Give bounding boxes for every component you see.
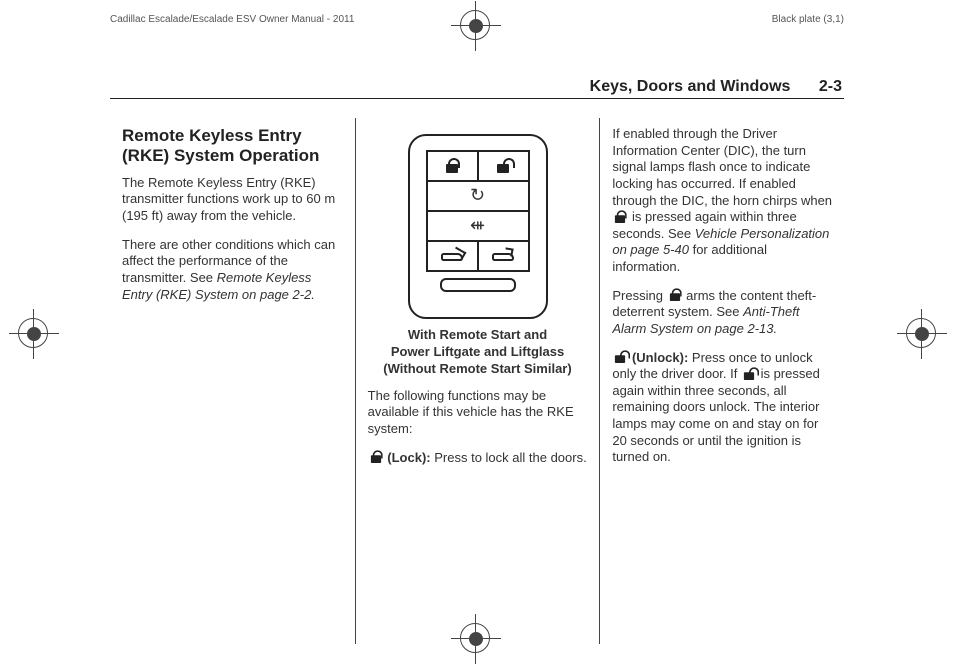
lock-icon: [445, 159, 459, 173]
lock-icon: [614, 211, 626, 223]
remote-btn-unlock: [477, 152, 528, 180]
column-2: ↻ ⇺ With Remote Start and Power Liftgate…: [355, 118, 600, 644]
crop-mark-top: [460, 10, 490, 45]
unlock-icon: [614, 351, 626, 363]
col3-p1-pre: If enabled through the Driver Informatio…: [612, 126, 832, 208]
col1-p1: The Remote Keyless Entry (RKE) transmitt…: [122, 175, 343, 225]
liftglass-icon: [492, 249, 514, 263]
col1-p2: There are other conditions which can aff…: [122, 237, 343, 304]
remote-bottom-slot: [440, 278, 516, 292]
content-area: Remote Keyless Entry (RKE) System Operat…: [110, 118, 844, 644]
crop-mark-left: [18, 318, 48, 353]
unlock-icon: [496, 159, 510, 173]
remote-figure: ↻ ⇺: [408, 134, 548, 319]
lock-label: (Lock):: [384, 450, 431, 465]
column-3: If enabled through the Driver Informatio…: [599, 118, 844, 644]
page-number: 2-3: [819, 78, 842, 95]
unlock-label: (Unlock):: [628, 350, 688, 365]
remote-row-1: [426, 150, 530, 182]
caption-l2: Power Liftgate and Liftglass: [368, 344, 588, 361]
crop-mark-right: [906, 318, 936, 353]
caption-l3: (Without Remote Start Similar): [368, 361, 588, 378]
lock-text: Press to lock all the doors.: [431, 450, 587, 465]
remote-row-3: ⇺: [426, 210, 530, 242]
column-1: Remote Keyless Entry (RKE) System Operat…: [110, 118, 355, 644]
plate-label: Black plate (3,1): [772, 14, 844, 25]
lock-icon: [669, 289, 681, 301]
figure-caption: With Remote Start and Power Liftgate and…: [368, 327, 588, 378]
panic-icon: ⇺: [470, 214, 485, 237]
section-title: Remote Keyless Entry (RKE) System Operat…: [122, 126, 343, 167]
liftgate-icon: [441, 249, 463, 263]
remote-row-4: [426, 240, 530, 272]
col3-p2: Pressing arms the content theft-deterren…: [612, 288, 832, 338]
manual-title: Cadillac Escalade/Escalade ESV Owner Man…: [110, 14, 354, 25]
remote-btn-panic: ⇺: [428, 212, 528, 240]
remote-btn-liftgate: [428, 242, 477, 270]
col2-lock: (Lock): Press to lock all the doors.: [368, 450, 588, 467]
remote-btn-lock: [428, 152, 477, 180]
remote-btn-liftglass: [477, 242, 528, 270]
col3-p1: If enabled through the Driver Informatio…: [612, 126, 832, 276]
rule-top: [110, 98, 844, 99]
col3-unlock: (Unlock): Press once to unlock only the …: [612, 350, 832, 466]
caption-l1: With Remote Start and: [368, 327, 588, 344]
lock-icon: [370, 451, 382, 463]
col2-p1: The following functions may be available…: [368, 388, 588, 438]
unlock-icon: [743, 368, 755, 380]
chapter-title: Keys, Doors and Windows: [590, 78, 791, 95]
page-heading: Keys, Doors and Windows 2-3: [590, 78, 842, 96]
col3-p2-pre: Pressing: [612, 288, 666, 303]
remote-body: ↻ ⇺: [408, 134, 548, 319]
remote-row-2: ↻: [426, 180, 530, 212]
remote-btn-start: ↻: [428, 182, 528, 210]
remote-start-icon: ↻: [470, 184, 485, 207]
